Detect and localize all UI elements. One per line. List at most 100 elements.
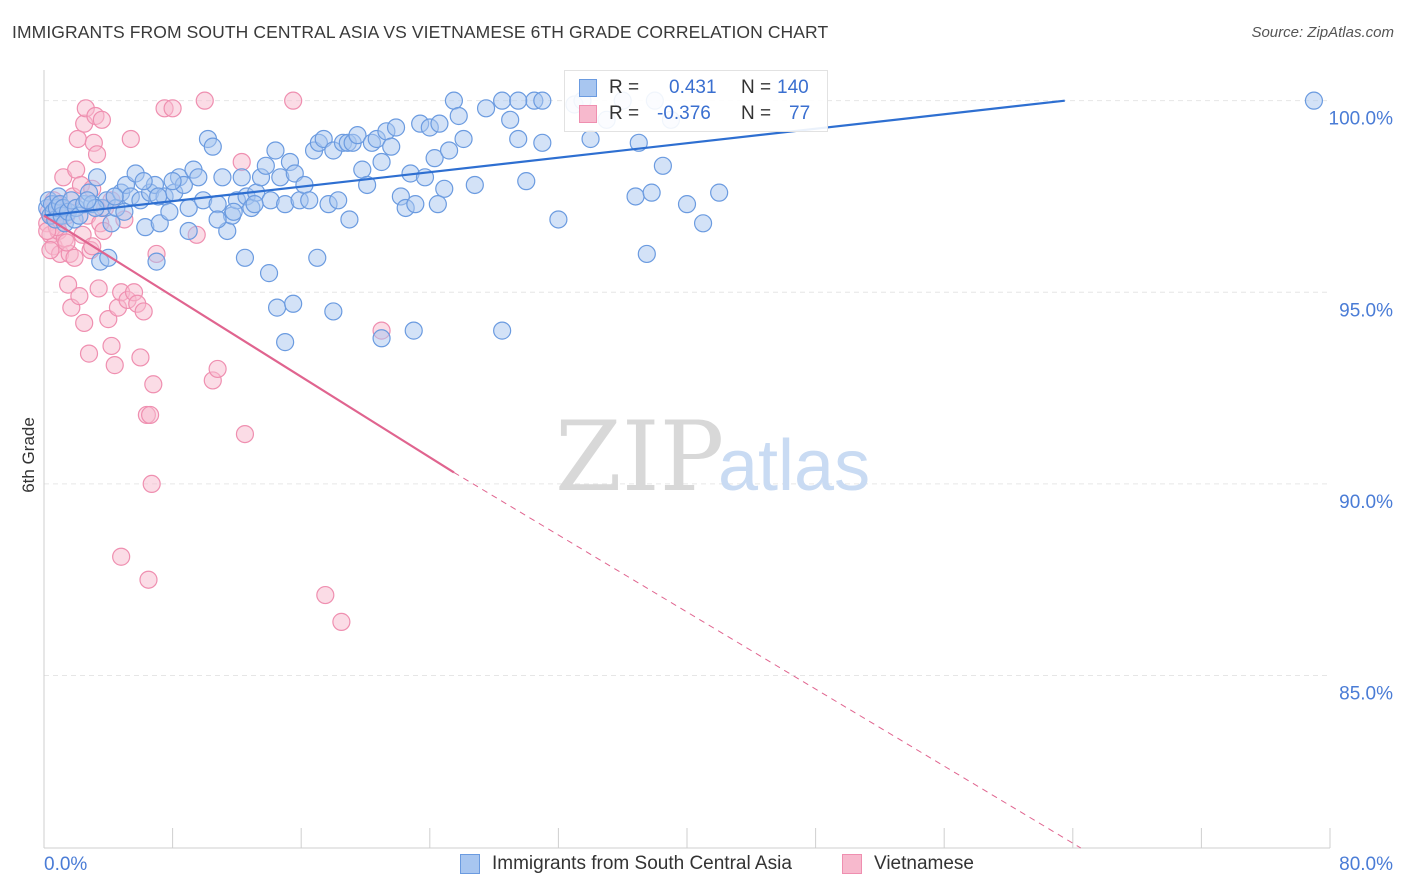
- point-south-central-asia: [189, 168, 208, 187]
- point-vietnamese: [235, 424, 255, 444]
- point-south-central-asia: [454, 129, 473, 149]
- point-vietnamese: [70, 287, 89, 306]
- legend-row-pink: R = -0.376 N = 77: [579, 102, 810, 126]
- point-south-central-asia: [428, 195, 447, 214]
- point-south-central-asia: [78, 191, 97, 210]
- point-south-central-asia: [340, 210, 359, 229]
- point-south-central-asia: [179, 221, 198, 241]
- point-south-central-asia: [404, 321, 423, 340]
- legend-swatch-blue: [579, 79, 597, 97]
- point-vietnamese: [232, 152, 251, 172]
- point-south-central-asia: [147, 252, 166, 271]
- source-note: Source: ZipAtlas.com: [1251, 24, 1394, 41]
- point-south-central-asia: [406, 195, 425, 214]
- point-vietnamese: [79, 344, 99, 363]
- point-south-central-asia: [256, 156, 275, 175]
- point-south-central-asia: [149, 187, 168, 206]
- n-label: N =: [741, 103, 772, 124]
- trend-lines: [43, 99, 1082, 849]
- point-south-central-asia: [509, 91, 528, 110]
- point-south-central-asia: [245, 195, 264, 214]
- point-south-central-asia: [626, 187, 645, 206]
- n-value: 140: [777, 77, 809, 98]
- point-south-central-asia: [203, 137, 222, 156]
- point-south-central-asia: [329, 191, 348, 210]
- chart-title: IMMIGRANTS FROM SOUTH CENTRAL ASIA VS VI…: [12, 22, 829, 42]
- point-south-central-asia: [493, 91, 512, 110]
- point-south-central-asia: [449, 106, 468, 126]
- grid-lines: [44, 100, 1330, 677]
- point-south-central-asia: [637, 244, 656, 264]
- point-south-central-asia: [435, 179, 454, 198]
- point-south-central-asia: [134, 172, 153, 191]
- y-tick-label: 85.0%: [1339, 684, 1393, 705]
- point-vietnamese: [284, 91, 303, 110]
- point-south-central-asia: [372, 329, 391, 348]
- point-south-central-asia: [353, 160, 372, 179]
- point-vietnamese: [87, 145, 107, 164]
- r-label: R =: [609, 103, 640, 124]
- x-tick-label-max: 80.0%: [1339, 854, 1393, 875]
- series-south-central-asia: [38, 91, 1324, 352]
- point-south-central-asia: [232, 168, 251, 187]
- point-south-central-asia: [213, 168, 232, 187]
- point-south-central-asia: [259, 264, 279, 283]
- point-south-central-asia: [1304, 91, 1324, 110]
- trend-line-south-central-asia: [43, 99, 1065, 217]
- point-south-central-asia: [308, 248, 327, 267]
- point-south-central-asia: [163, 172, 182, 191]
- point-south-central-asia: [372, 152, 391, 172]
- y-tick-label: 100.0%: [1329, 109, 1394, 130]
- legend-label: Immigrants from South Central Asia: [492, 853, 792, 874]
- point-south-central-asia: [300, 191, 319, 210]
- point-south-central-asia: [501, 110, 520, 129]
- point-south-central-asia: [493, 321, 512, 340]
- r-value: -0.376: [657, 103, 711, 124]
- point-vietnamese: [102, 336, 121, 356]
- point-south-central-asia: [266, 141, 285, 160]
- point-vietnamese: [131, 348, 150, 367]
- point-south-central-asia: [710, 183, 729, 202]
- point-vietnamese: [57, 233, 76, 252]
- point-south-central-asia: [224, 202, 243, 221]
- point-south-central-asia: [348, 126, 367, 145]
- point-vietnamese: [332, 612, 351, 631]
- correlation-legend: R = 0.431 N = 140 R = -0.376 N = 77: [564, 70, 828, 132]
- trend-line-vietnamese: [43, 214, 455, 474]
- point-vietnamese: [68, 129, 87, 149]
- point-vietnamese: [75, 313, 94, 333]
- point-south-central-asia: [533, 133, 552, 152]
- point-south-central-asia: [517, 172, 536, 191]
- point-vietnamese: [105, 356, 124, 375]
- point-vietnamese: [134, 302, 153, 321]
- point-south-central-asia: [324, 302, 343, 321]
- point-south-central-asia: [677, 195, 697, 214]
- point-south-central-asia: [439, 141, 459, 160]
- point-south-central-asia: [476, 99, 496, 118]
- y-axis-label: 6th Grade: [19, 417, 38, 493]
- point-south-central-asia: [430, 114, 449, 133]
- point-south-central-asia: [276, 333, 295, 352]
- legend-swatch-blue: [460, 854, 480, 874]
- point-south-central-asia: [642, 183, 661, 202]
- legend-swatch-pink: [842, 854, 862, 874]
- point-south-central-asia: [465, 175, 484, 195]
- point-south-central-asia: [549, 210, 568, 229]
- point-vietnamese: [195, 91, 214, 110]
- n-value: 77: [789, 103, 811, 124]
- legend-row-blue: R = 0.431 N = 140: [579, 76, 809, 100]
- point-south-central-asia: [653, 156, 672, 175]
- point-south-central-asia: [208, 210, 227, 229]
- point-vietnamese: [92, 110, 111, 129]
- point-vietnamese: [140, 405, 160, 425]
- point-south-central-asia: [284, 294, 303, 313]
- point-vietnamese: [316, 585, 335, 605]
- point-vietnamese: [67, 160, 86, 179]
- point-south-central-asia: [267, 298, 287, 317]
- point-vietnamese: [65, 248, 84, 267]
- tick-labels: 85.0% 90.0% 95.0% 100.0% 0.0% 80.0% 6th Grade: [19, 109, 1393, 875]
- r-label: R =: [609, 77, 640, 98]
- point-south-central-asia: [160, 202, 179, 221]
